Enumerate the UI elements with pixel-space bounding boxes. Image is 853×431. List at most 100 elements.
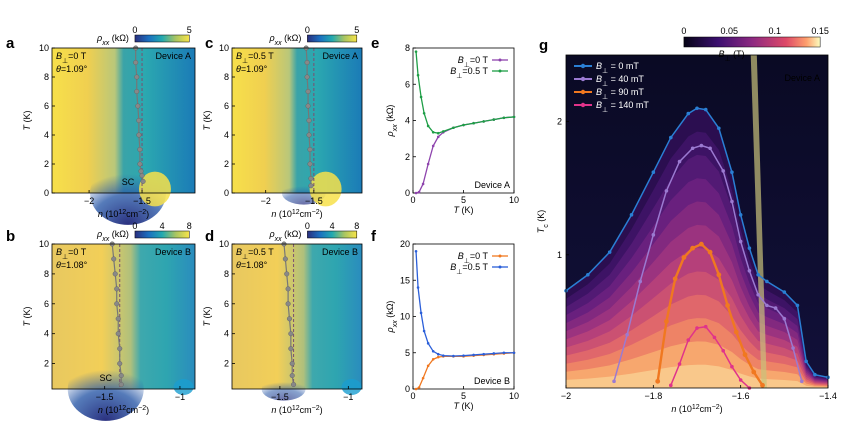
y-tick-label: 6: [405, 79, 410, 89]
colorbar-tick-label: 8: [187, 221, 192, 231]
plot-frame: [51, 47, 196, 194]
y-tick-label: 8: [405, 43, 410, 53]
x-tick-label: 0: [410, 391, 415, 401]
device-label: Device B: [155, 247, 191, 257]
series-point: [782, 316, 787, 321]
colorbar-label: ρxx (kΩ): [269, 33, 302, 47]
colorbar-tick-label: 0: [305, 25, 310, 35]
series-point: [712, 335, 717, 340]
y-axis-label: ρxx (kΩ): [385, 105, 399, 138]
series-point: [742, 352, 748, 358]
tc-trace-point: [306, 132, 312, 138]
legend-entry: B⊥=0 T: [458, 251, 489, 265]
heatmap-background: [232, 48, 362, 193]
series-point: [431, 130, 435, 134]
x-axis-label: n (1012cm−2): [671, 404, 722, 415]
tc-trace-point: [285, 286, 291, 292]
x-tick-label: −1.8: [644, 391, 662, 401]
series-point: [416, 286, 420, 289]
series-point: [690, 245, 696, 251]
x-tick-label: −1.4: [819, 391, 837, 401]
colorbar: [683, 36, 821, 48]
y-tick-label: 4: [224, 130, 229, 140]
series-point: [698, 241, 704, 247]
colorbar-label: ρxx (kΩ): [96, 33, 129, 47]
series-point: [686, 111, 691, 116]
tc-trace-point: [304, 59, 310, 66]
colorbar-tick-label: 0.1: [768, 26, 781, 36]
tc-trace-point: [135, 103, 141, 109]
tc-trace-point: [112, 271, 118, 277]
device-label: Device A: [474, 180, 510, 190]
series-point: [414, 387, 418, 391]
y-tick-label: 6: [224, 101, 229, 111]
series-point: [416, 73, 420, 77]
x-tick-label: 0: [410, 195, 415, 205]
y-tick-label: 10: [219, 239, 229, 249]
legend-entry: B⊥ = 40 mT: [596, 74, 644, 88]
series-point: [751, 369, 757, 375]
series-point: [482, 352, 486, 356]
series-point: [638, 279, 643, 284]
series-point: [664, 319, 669, 324]
x-tick-label: 5: [461, 195, 466, 205]
tc-trace-point: [118, 372, 124, 379]
tc-trace-point: [305, 88, 311, 95]
series-point: [765, 279, 769, 284]
y-tick-label: 6: [44, 101, 49, 111]
legend-marker: [498, 69, 502, 73]
colorbar: [307, 34, 358, 43]
series-point: [716, 272, 722, 278]
low-resistance-feature: [173, 379, 194, 395]
x-axis-label: T (K): [454, 401, 474, 411]
tc-trace-point: [134, 74, 140, 80]
series-point: [738, 213, 743, 217]
series-point: [733, 329, 739, 335]
panel-label-e: e: [371, 35, 379, 52]
series-point: [664, 189, 669, 193]
series-point: [482, 120, 486, 123]
colorbar-tick-label: 8: [354, 221, 359, 231]
highlight-band: [750, 55, 767, 388]
panel-label-a: a: [6, 35, 15, 52]
tc-trace-point: [286, 316, 293, 322]
field-annotation: B⊥=0.5 T: [236, 51, 274, 65]
x-tick-label: −1.6: [732, 391, 750, 401]
y-tick-label: 4: [224, 329, 229, 339]
y-axis-label: T (K): [202, 110, 212, 130]
colorbar-label: ρxx (kΩ): [96, 229, 129, 243]
tc-trace-point: [305, 103, 311, 109]
series-point: [804, 359, 808, 364]
plot-frame: [565, 54, 829, 389]
series-point: [707, 249, 713, 255]
y-tick-label: 10: [39, 239, 49, 249]
series-point: [690, 146, 695, 151]
series-point: [760, 382, 765, 388]
series-point: [747, 246, 752, 250]
panel-label-d: d: [205, 228, 214, 245]
series-point: [431, 357, 435, 361]
y-tick-label: 8: [44, 269, 49, 279]
series-point: [765, 303, 769, 308]
field-annotation: B⊥=0.5 T: [236, 247, 274, 261]
colorbar-tick-label: 4: [330, 221, 335, 231]
series-point: [677, 159, 682, 164]
series-line: [565, 107, 829, 379]
y-tick-label: 0: [405, 384, 410, 394]
y-tick-label: 2: [405, 152, 410, 162]
legend-marker: [580, 89, 586, 95]
tc-trace-point: [114, 286, 120, 292]
tc-trace-point: [118, 381, 124, 388]
sc-annotation: SC: [99, 373, 112, 383]
series-point: [681, 255, 687, 260]
panel-label-g: g: [539, 37, 548, 54]
series-point: [738, 239, 743, 244]
series-point: [607, 250, 612, 254]
tc-trace-point: [306, 117, 312, 124]
tc-trace-point: [308, 175, 314, 182]
tc-trace-point: [137, 161, 143, 167]
series-point: [417, 190, 421, 194]
series-point: [672, 276, 678, 282]
series-point: [800, 379, 804, 384]
